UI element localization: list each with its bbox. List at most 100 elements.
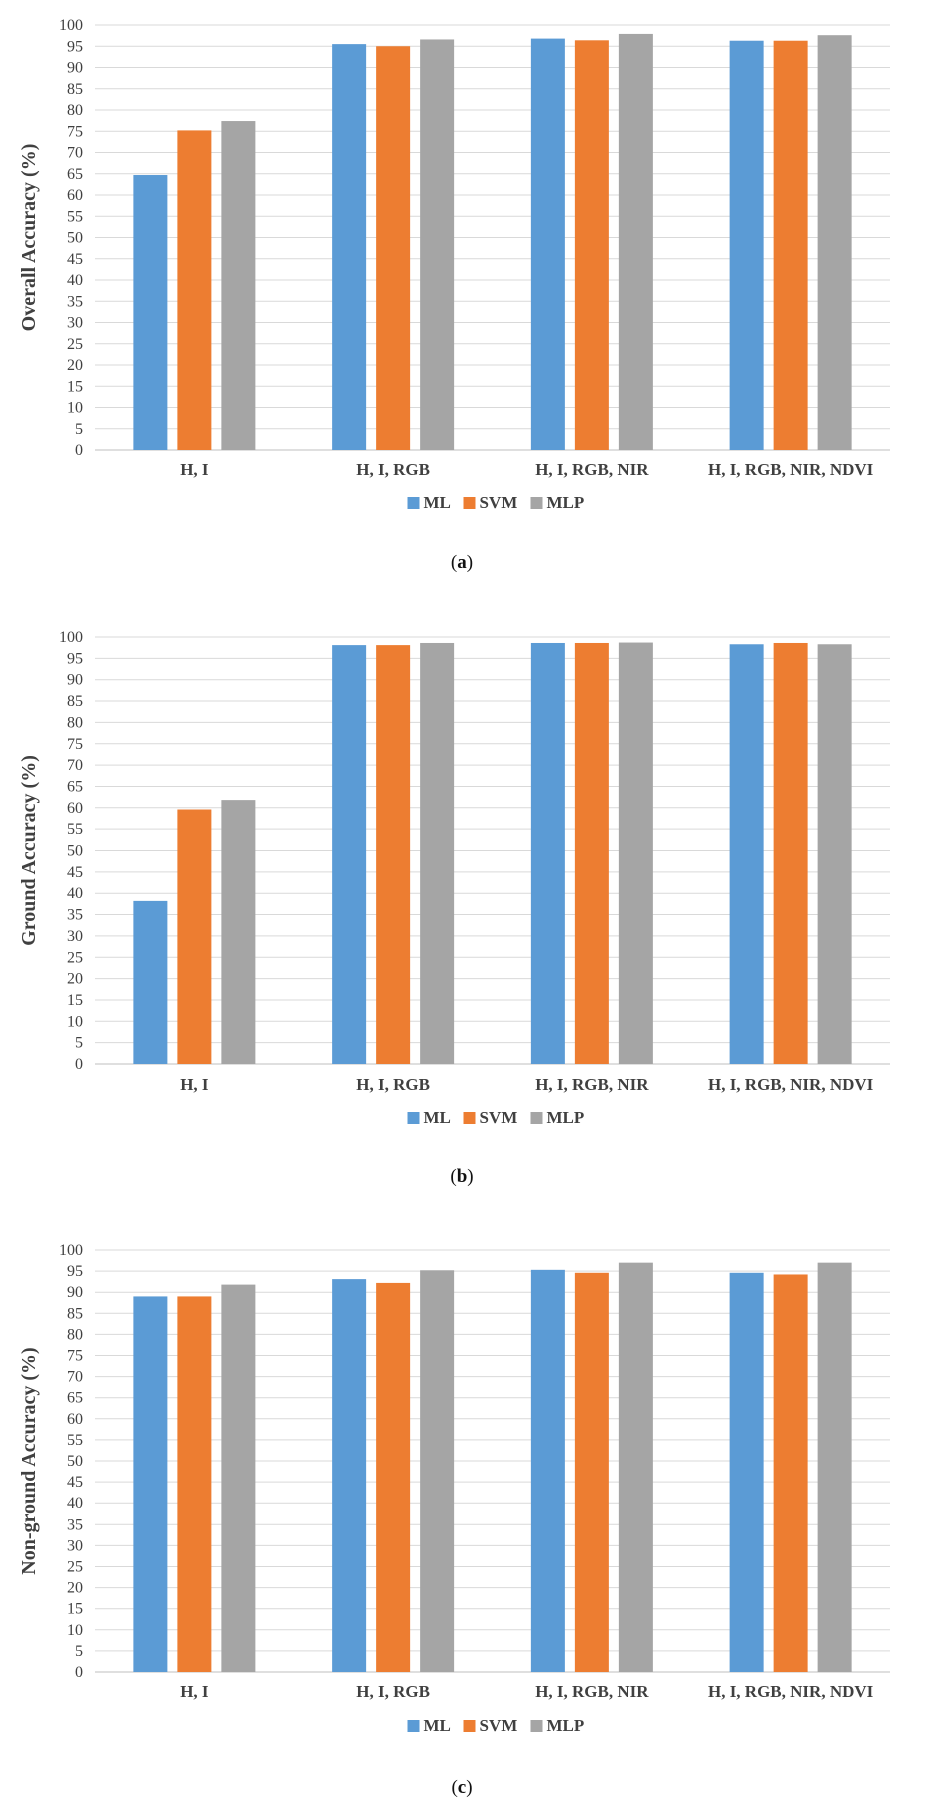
y-tick-label: 100 — [59, 629, 83, 646]
bar-mlp-1 — [221, 800, 256, 1064]
y-tick-label: 5 — [75, 421, 83, 438]
bar-svm-1 — [177, 809, 212, 1064]
y-tick-label: 15 — [67, 378, 83, 395]
panel-caption: (b) — [450, 1166, 473, 1187]
y-tick-label: 30 — [67, 928, 83, 945]
y-tick-label: 5 — [75, 1643, 83, 1660]
bar-mlp-2 — [420, 642, 455, 1064]
legend-swatch-ml — [407, 497, 420, 509]
x-category-label: H, I — [180, 460, 209, 479]
bar-ml-3 — [530, 642, 565, 1064]
legend-label-svm: SVM — [480, 1716, 518, 1735]
x-category-label: H, I, RGB — [356, 1682, 430, 1701]
legend-label-ml: ML — [424, 1716, 451, 1735]
chart-panel-1: 0 5 10 15 20 25 30 35 40 45 50 55 60 65 70 75 80 85 90 95 10… — [18, 17, 890, 573]
y-tick-label: 15 — [67, 1601, 83, 1618]
bar-mlp-3 — [618, 1262, 653, 1672]
legend-label-ml: ML — [424, 1108, 451, 1127]
y-tick-label: 100 — [59, 17, 83, 34]
y-tick-label: 20 — [67, 971, 83, 988]
bar-svm-2 — [376, 645, 411, 1064]
panel-caption: (a) — [451, 552, 473, 573]
y-axis-label: Ground Accuracy (%) — [18, 755, 40, 946]
bar-ml-1 — [133, 900, 168, 1064]
panel-caption: (c) — [451, 1777, 472, 1798]
bar-mlp-1 — [221, 1284, 256, 1672]
legend-label-mlp: MLP — [547, 493, 585, 512]
bar-svm-3 — [574, 40, 609, 451]
y-tick-label: 10 — [67, 400, 83, 417]
y-axis-label: Overall Accuracy (%) — [18, 144, 40, 332]
bar-ml-1 — [133, 1296, 168, 1672]
bar-mlp-4 — [817, 35, 852, 450]
bar-ml-4 — [729, 1272, 764, 1672]
y-tick-label: 20 — [67, 1580, 83, 1597]
bar-svm-2 — [376, 1282, 411, 1672]
y-tick-label: 25 — [67, 336, 83, 353]
x-category-label: H, I — [180, 1075, 209, 1094]
y-tick-label: 55 — [67, 821, 83, 838]
y-tick-label: 10 — [67, 1622, 83, 1639]
y-tick-label: 65 — [67, 1390, 83, 1407]
y-tick-label: 10 — [67, 1013, 83, 1030]
legend-swatch-mlp — [530, 1720, 543, 1732]
y-tick-label: 35 — [67, 1516, 83, 1533]
y-tick-label: 75 — [67, 736, 83, 753]
y-tick-label: 65 — [67, 778, 83, 795]
y-tick-label: 35 — [67, 293, 83, 310]
caption-letter: c — [458, 1777, 466, 1798]
y-tick-label: 35 — [67, 907, 83, 924]
bar-mlp-2 — [420, 39, 455, 450]
legend-swatch-svm — [463, 497, 476, 509]
y-tick-label: 45 — [67, 864, 83, 881]
x-category-label: H, I, RGB, NIR, NDVI — [708, 1075, 874, 1094]
bar-ml-2 — [332, 44, 367, 450]
y-tick-label: 55 — [67, 1432, 83, 1449]
x-category-label: H, I, RGB, NIR — [535, 1075, 649, 1094]
x-category-label: H, I, RGB — [356, 460, 430, 479]
bar-mlp-4 — [817, 644, 852, 1064]
bar-ml-2 — [332, 645, 367, 1064]
bar-svm-4 — [773, 40, 808, 450]
x-category-label: H, I, RGB, NIR — [535, 1682, 649, 1701]
bar-mlp-2 — [420, 1270, 455, 1672]
bar-mlp-1 — [221, 121, 256, 451]
bar-mlp-3 — [618, 33, 653, 451]
bar-svm-3 — [574, 1272, 609, 1672]
x-category-label: H, I — [180, 1682, 209, 1701]
y-tick-label: 50 — [67, 843, 83, 860]
bar-ml-1 — [133, 175, 168, 450]
y-tick-label: 75 — [67, 123, 83, 140]
y-tick-label: 55 — [67, 208, 83, 225]
caption-letter: b — [457, 1166, 468, 1187]
y-tick-label: 85 — [67, 693, 83, 710]
x-category-label: H, I, RGB — [356, 1075, 430, 1094]
bar-mlp-4 — [817, 1262, 852, 1672]
y-tick-label: 60 — [67, 187, 83, 204]
y-tick-label: 60 — [67, 1411, 83, 1428]
y-axis-label: Non-ground Accuracy (%) — [18, 1347, 40, 1574]
y-tick-label: 70 — [67, 145, 83, 162]
y-tick-label: 45 — [67, 1474, 83, 1491]
y-tick-label: 100 — [59, 1242, 83, 1259]
legend-swatch-ml — [407, 1720, 420, 1732]
bar-svm-2 — [376, 46, 411, 450]
y-tick-label: 40 — [67, 885, 83, 902]
bar-ml-3 — [530, 1269, 565, 1672]
y-tick-label: 95 — [67, 38, 83, 55]
y-tick-label: 65 — [67, 166, 83, 183]
y-tick-label: 85 — [67, 1305, 83, 1322]
y-tick-label: 70 — [67, 757, 83, 774]
legend-swatch-ml — [407, 1112, 420, 1124]
y-tick-label: 30 — [67, 315, 83, 332]
bar-svm-1 — [177, 130, 212, 450]
x-category-label: H, I, RGB, NIR — [535, 460, 649, 479]
legend-swatch-svm — [463, 1112, 476, 1124]
y-tick-label: 15 — [67, 992, 83, 1009]
bar-ml-3 — [530, 38, 565, 450]
y-tick-label: 80 — [67, 1326, 83, 1343]
y-tick-label: 70 — [67, 1369, 83, 1386]
chart-panel-2: 0 5 10 15 20 25 30 35 40 45 50 55 60 65 70 75 80 85 90 95 10… — [18, 629, 890, 1187]
y-tick-label: 45 — [67, 251, 83, 268]
